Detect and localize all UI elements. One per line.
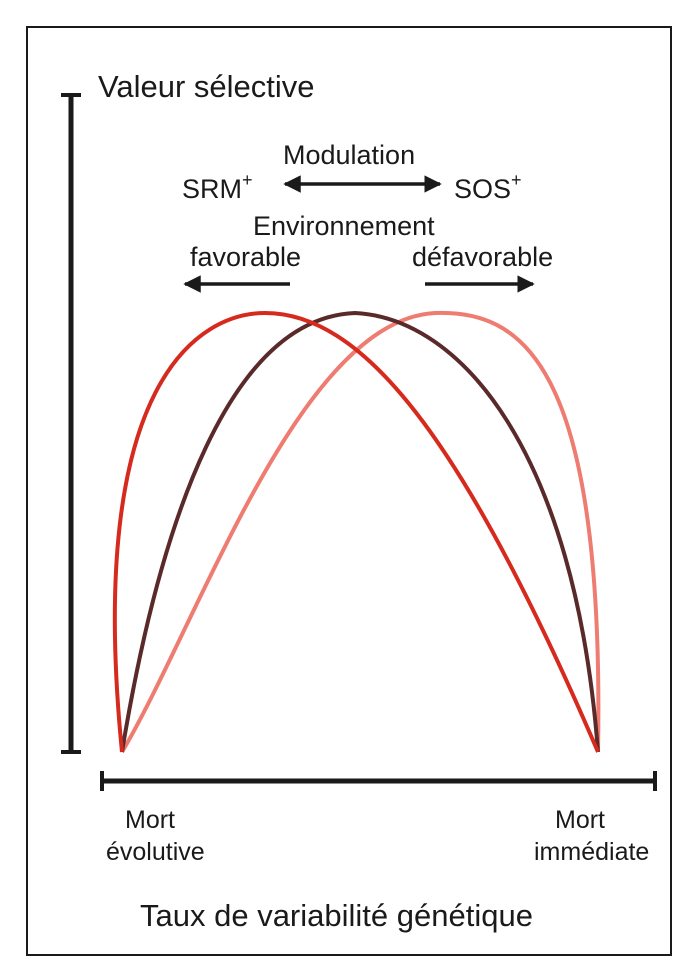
left-end-label-line1: Mort bbox=[125, 806, 175, 834]
curve-red bbox=[112, 310, 600, 753]
srm-label: SRM+ bbox=[182, 170, 253, 204]
curve-dark-brown bbox=[120, 310, 600, 753]
left-end-label-line2: évolutive bbox=[106, 838, 205, 866]
right-end-label-line1: Mort bbox=[555, 806, 605, 834]
environment-label: Environnement bbox=[253, 211, 435, 241]
x-axis-title: Taux de variabilité génétique bbox=[140, 898, 533, 933]
defavorable-label: défavorable bbox=[412, 242, 553, 272]
right-end-label-line2: immédiate bbox=[534, 838, 649, 866]
y-axis bbox=[61, 93, 81, 754]
favorable-label: favorable bbox=[190, 242, 301, 272]
curve-light-red bbox=[120, 310, 601, 754]
sos-label: SOS+ bbox=[454, 170, 522, 204]
x-axis bbox=[100, 771, 657, 791]
modulation-label: Modulation bbox=[283, 140, 415, 170]
y-axis-title: Valeur sélective bbox=[98, 69, 315, 104]
